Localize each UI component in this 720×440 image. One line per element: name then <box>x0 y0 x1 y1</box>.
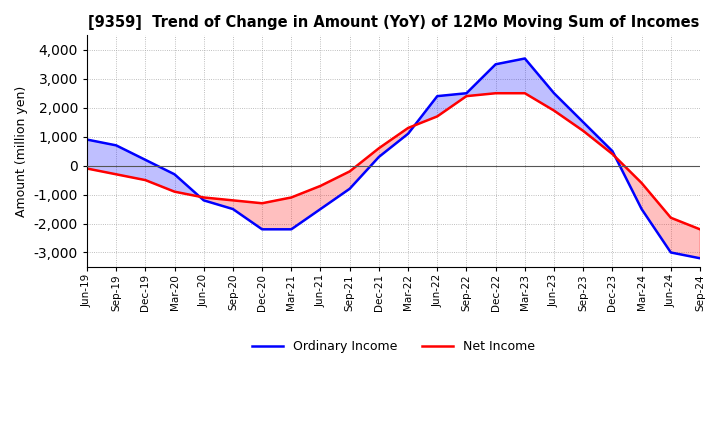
Net Income <box>374 146 383 151</box>
Net Income <box>579 128 588 133</box>
Net Income <box>404 125 413 131</box>
Net Income <box>637 180 646 186</box>
Ordinary Income <box>112 143 120 148</box>
Ordinary Income <box>404 131 413 136</box>
Ordinary Income <box>141 157 150 162</box>
Ordinary Income <box>549 91 558 96</box>
Ordinary Income <box>83 137 91 142</box>
Net Income <box>521 91 529 96</box>
Net Income <box>170 189 179 194</box>
Ordinary Income <box>521 56 529 61</box>
Ordinary Income <box>346 186 354 191</box>
Ordinary Income <box>667 250 675 255</box>
Ordinary Income <box>491 62 500 67</box>
Ordinary Income <box>637 206 646 212</box>
Net Income <box>696 227 704 232</box>
Ordinary Income <box>696 256 704 261</box>
Net Income <box>112 172 120 177</box>
Ordinary Income <box>229 206 238 212</box>
Net Income <box>608 151 617 157</box>
Net Income <box>667 215 675 220</box>
Line: Ordinary Income: Ordinary Income <box>87 59 700 258</box>
Net Income <box>433 114 441 119</box>
Ordinary Income <box>433 93 441 99</box>
Net Income <box>258 201 266 206</box>
Net Income <box>549 108 558 113</box>
Title: [9359]  Trend of Change in Amount (YoY) of 12Mo Moving Sum of Incomes: [9359] Trend of Change in Amount (YoY) o… <box>88 15 699 30</box>
Net Income <box>229 198 238 203</box>
Net Income <box>316 183 325 188</box>
Ordinary Income <box>374 154 383 160</box>
Net Income <box>462 93 471 99</box>
Net Income <box>491 91 500 96</box>
Ordinary Income <box>316 206 325 212</box>
Ordinary Income <box>462 91 471 96</box>
Line: Net Income: Net Income <box>87 93 700 229</box>
Ordinary Income <box>199 198 208 203</box>
Ordinary Income <box>608 149 617 154</box>
Ordinary Income <box>258 227 266 232</box>
Ordinary Income <box>287 227 296 232</box>
Y-axis label: Amount (million yen): Amount (million yen) <box>15 85 28 217</box>
Net Income <box>287 195 296 200</box>
Net Income <box>346 169 354 174</box>
Net Income <box>141 177 150 183</box>
Legend: Ordinary Income, Net Income: Ordinary Income, Net Income <box>246 335 541 358</box>
Ordinary Income <box>170 172 179 177</box>
Net Income <box>83 166 91 171</box>
Net Income <box>199 195 208 200</box>
Ordinary Income <box>579 120 588 125</box>
